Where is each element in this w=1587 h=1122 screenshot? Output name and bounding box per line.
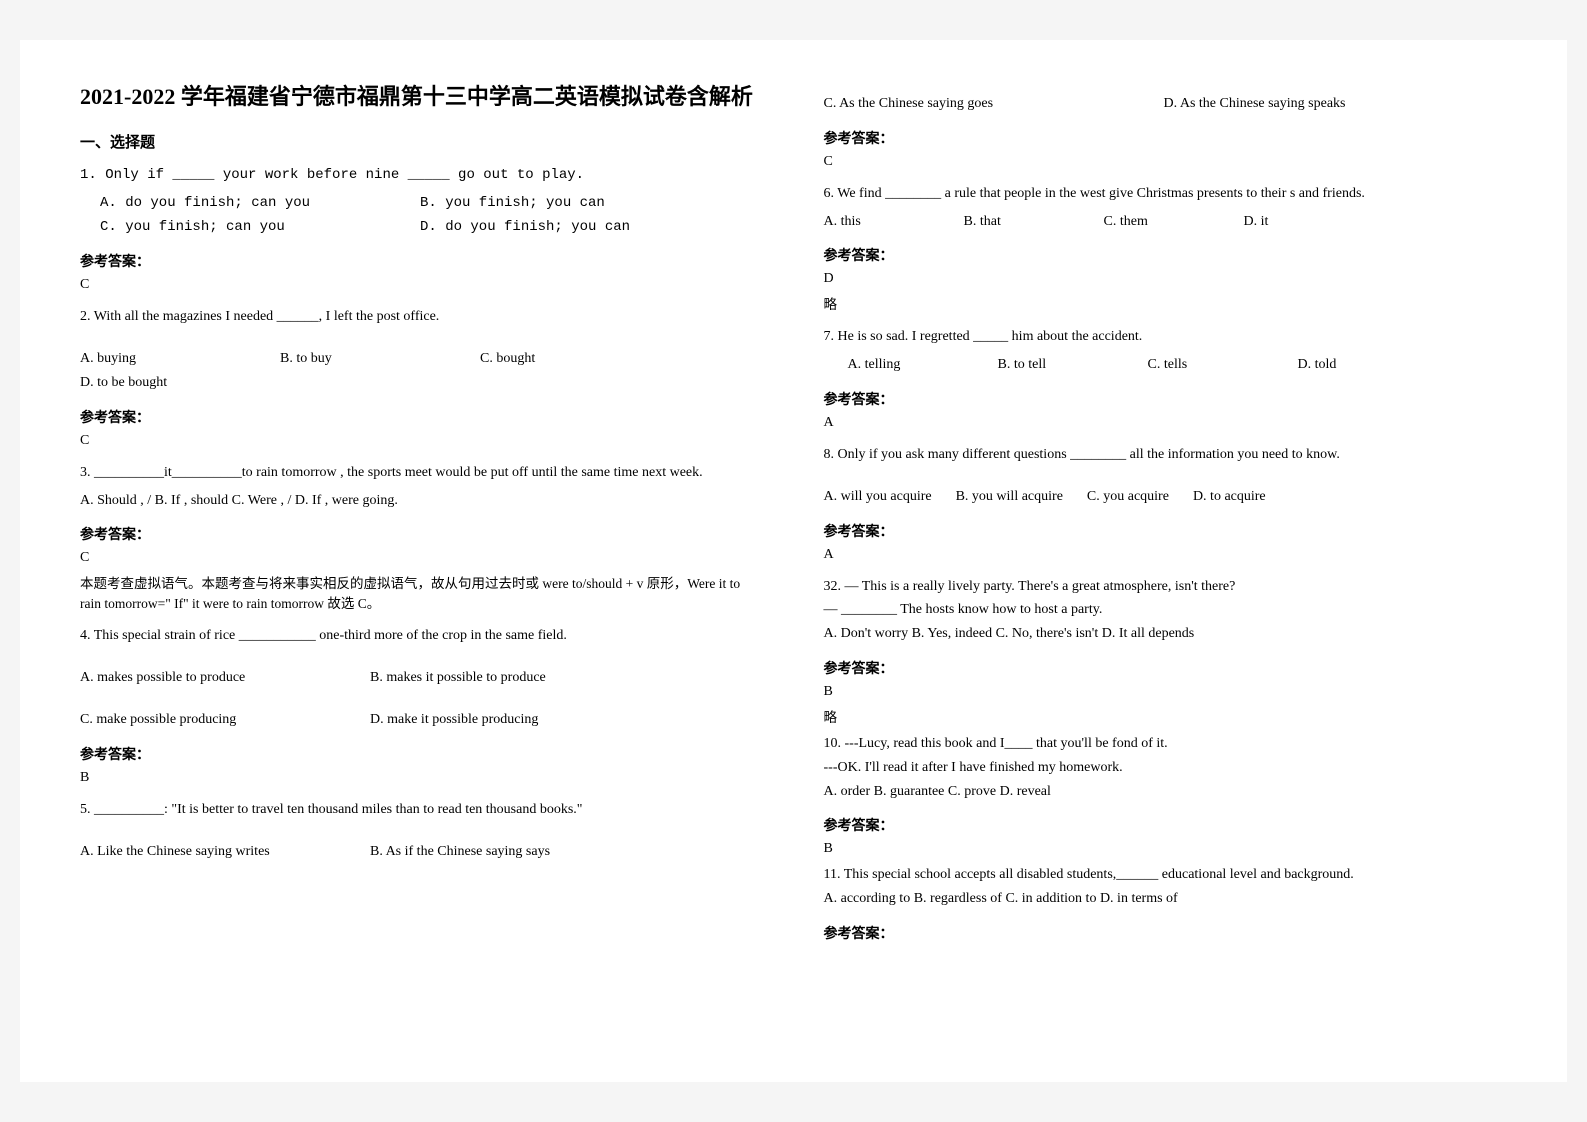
q11-stem: 11. This special school accepts all disa… <box>824 863 1508 887</box>
q10-stem1: 10. ---Lucy, read this book and I____ th… <box>824 732 1508 756</box>
section-heading: 一、选择题 <box>80 131 764 152</box>
q7-opt-c: C. tells <box>1148 353 1258 377</box>
q2-answer: C <box>80 433 764 449</box>
q8-answer-label: 参考答案： <box>824 521 1508 541</box>
q9-note: 略 <box>824 706 1508 726</box>
question-1: 1. Only if _____ your work before nine _… <box>80 164 764 239</box>
question-5-cont: C. As the Chinese saying goes D. As the … <box>824 92 1508 116</box>
q8-opt-a: A. will you acquire <box>824 485 932 509</box>
q3-answer-label: 参考答案： <box>80 524 764 544</box>
q7-opt-b: B. to tell <box>998 353 1108 377</box>
question-5: 5. __________: "It is better to travel t… <box>80 798 764 864</box>
q8-stem: 8. Only if you ask many different questi… <box>824 443 1508 467</box>
q1-opt-d: D. do you finish; you can <box>420 216 630 240</box>
right-column: C. As the Chinese saying goes D. As the … <box>824 80 1508 1042</box>
q9-options: A. Don't worry B. Yes, indeed C. No, the… <box>824 622 1508 646</box>
q2-stem: 2. With all the magazines I needed _____… <box>80 305 764 329</box>
q7-answer: A <box>824 415 1508 431</box>
q1-options: A. do you finish; can you B. you finish;… <box>100 192 764 240</box>
q5-opt-a: A. Like the Chinese saying writes <box>80 840 330 864</box>
q6-options: A. this B. that C. them D. it <box>824 210 1508 234</box>
q4-stem: 4. This special strain of rice _________… <box>80 624 764 648</box>
q5-answer-label: 参考答案： <box>824 128 1508 148</box>
q6-answer-label: 参考答案： <box>824 245 1508 265</box>
q1-opt-a: A. do you finish; can you <box>100 192 380 216</box>
q9-answer-label: 参考答案： <box>824 658 1508 678</box>
q11-options: A. according to B. regardless of C. in a… <box>824 887 1508 911</box>
q1-opt-c: C. you finish; can you <box>100 216 380 240</box>
q6-note: 略 <box>824 293 1508 313</box>
q5-options-row2: C. As the Chinese saying goes D. As the … <box>824 92 1508 116</box>
q2-opt-d: D. to be bought <box>80 371 167 395</box>
q6-opt-a: A. this <box>824 210 924 234</box>
q7-opt-d: D. told <box>1298 353 1337 377</box>
question-6: 6. We find ________ a rule that people i… <box>824 182 1508 234</box>
q3-explanation: 本题考查虚拟语气。本题考查与将来事实相反的虚拟语气，故从句用过去时或 were … <box>80 572 764 612</box>
question-11: 11. This special school accepts all disa… <box>824 863 1508 911</box>
left-column: 2021-2022 学年福建省宁德市福鼎第十三中学高二英语模拟试卷含解析 一、选… <box>80 80 764 1042</box>
q5-opt-b: B. As if the Chinese saying says <box>370 840 550 864</box>
q5-options-row1: A. Like the Chinese saying writes B. As … <box>80 840 764 864</box>
q8-answer: A <box>824 547 1508 563</box>
q10-answer-label: 参考答案： <box>824 815 1508 835</box>
q2-opt-a: A. buying <box>80 347 240 371</box>
q1-opt-b: B. you finish; you can <box>420 192 605 216</box>
q1-answer-label: 参考答案： <box>80 251 764 271</box>
question-9: 32. — This is a really lively party. The… <box>824 575 1508 646</box>
q6-opt-c: C. them <box>1104 210 1204 234</box>
question-3: 3. __________it__________to rain tomorro… <box>80 461 764 513</box>
q10-stem2: ---OK. I'll read it after I have finishe… <box>824 756 1508 780</box>
q1-answer: C <box>80 277 764 293</box>
q8-opt-c: C. you acquire <box>1087 485 1169 509</box>
q3-stem: 3. __________it__________to rain tomorro… <box>80 461 764 485</box>
q3-options: A. Should , / B. If , should C. Were , /… <box>80 489 764 513</box>
exam-page: 2021-2022 学年福建省宁德市福鼎第十三中学高二英语模拟试卷含解析 一、选… <box>20 40 1567 1082</box>
question-8: 8. Only if you ask many different questi… <box>824 443 1508 509</box>
q4-opt-b: B. makes it possible to produce <box>370 666 546 690</box>
q5-opt-c: C. As the Chinese saying goes <box>824 92 1124 116</box>
question-2: 2. With all the magazines I needed _____… <box>80 305 764 394</box>
q4-answer-label: 参考答案： <box>80 744 764 764</box>
q10-answer: B <box>824 841 1508 857</box>
q4-options-row2: C. make possible producing D. make it po… <box>80 708 764 732</box>
q11-answer-label: 参考答案： <box>824 923 1508 943</box>
q2-opt-c: C. bought <box>480 347 640 371</box>
q4-opt-a: A. makes possible to produce <box>80 666 330 690</box>
q6-opt-b: B. that <box>964 210 1064 234</box>
q2-options: A. buying B. to buy C. bought D. to be b… <box>80 347 764 395</box>
q8-opt-b: B. you will acquire <box>956 485 1063 509</box>
exam-title: 2021-2022 学年福建省宁德市福鼎第十三中学高二英语模拟试卷含解析 <box>80 80 764 113</box>
q2-answer-label: 参考答案： <box>80 407 764 427</box>
q8-opt-d: D. to acquire <box>1193 485 1266 509</box>
q7-answer-label: 参考答案： <box>824 389 1508 409</box>
question-10: 10. ---Lucy, read this book and I____ th… <box>824 732 1508 803</box>
q9-answer: B <box>824 684 1508 700</box>
q7-opt-a: A. telling <box>848 353 958 377</box>
q7-stem: 7. He is so sad. I regretted _____ him a… <box>824 325 1508 349</box>
q6-opt-d: D. it <box>1244 210 1269 234</box>
q4-answer: B <box>80 770 764 786</box>
q5-stem: 5. __________: "It is better to travel t… <box>80 798 764 822</box>
question-4: 4. This special strain of rice _________… <box>80 624 764 731</box>
q4-opt-d: D. make it possible producing <box>370 708 538 732</box>
q1-stem: 1. Only if _____ your work before nine _… <box>80 164 764 188</box>
q8-options: A. will you acquire B. you will acquire … <box>824 485 1508 509</box>
q3-answer: C <box>80 550 764 566</box>
q2-opt-b: B. to buy <box>280 347 440 371</box>
q9-stem2: — ________ The hosts know how to host a … <box>824 598 1508 622</box>
q5-opt-d: D. As the Chinese saying speaks <box>1164 92 1346 116</box>
question-7: 7. He is so sad. I regretted _____ him a… <box>824 325 1508 377</box>
q4-options-row1: A. makes possible to produce B. makes it… <box>80 666 764 690</box>
q4-opt-c: C. make possible producing <box>80 708 330 732</box>
q6-stem: 6. We find ________ a rule that people i… <box>824 182 1508 206</box>
q10-options: A. order B. guarantee C. prove D. reveal <box>824 780 1508 804</box>
q6-answer: D <box>824 271 1508 287</box>
q5-answer: C <box>824 154 1508 170</box>
q9-stem1: 32. — This is a really lively party. The… <box>824 575 1508 599</box>
q7-options: A. telling B. to tell C. tells D. told <box>848 353 1508 377</box>
